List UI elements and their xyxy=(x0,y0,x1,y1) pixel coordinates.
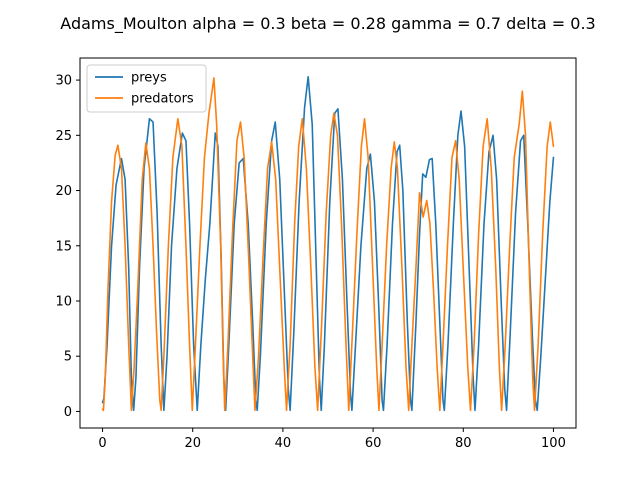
y-tick-label: 0 xyxy=(64,405,72,420)
y-tick-label: 20 xyxy=(55,184,72,199)
y-tick-label: 10 xyxy=(55,294,72,309)
x-tick-label: 60 xyxy=(365,436,382,451)
plot-area xyxy=(101,75,555,412)
y-tick-label: 5 xyxy=(64,350,72,365)
x-tick-label: 20 xyxy=(184,436,201,451)
legend-label-predators: predators xyxy=(131,92,194,107)
y-tick-label: 25 xyxy=(55,129,72,144)
chart-title: Adams_Moulton alpha = 0.3 beta = 0.28 ga… xyxy=(60,14,595,34)
y-tick-label: 30 xyxy=(55,74,72,89)
x-tick-label: 80 xyxy=(455,436,472,451)
x-tick-label: 40 xyxy=(275,436,292,451)
x-axis: 0 20 40 60 80 100 xyxy=(98,428,566,451)
x-tick-label: 100 xyxy=(541,436,566,451)
y-axis: 0 5 10 15 20 25 30 xyxy=(55,74,80,420)
series-line-predators xyxy=(101,77,555,412)
axes-frame xyxy=(79,57,577,429)
legend: preys predators xyxy=(86,64,207,113)
legend-label-preys: preys xyxy=(131,71,167,86)
x-tick-label: 0 xyxy=(98,436,106,451)
y-tick-label: 15 xyxy=(55,239,72,254)
series-line-preys xyxy=(101,75,555,412)
